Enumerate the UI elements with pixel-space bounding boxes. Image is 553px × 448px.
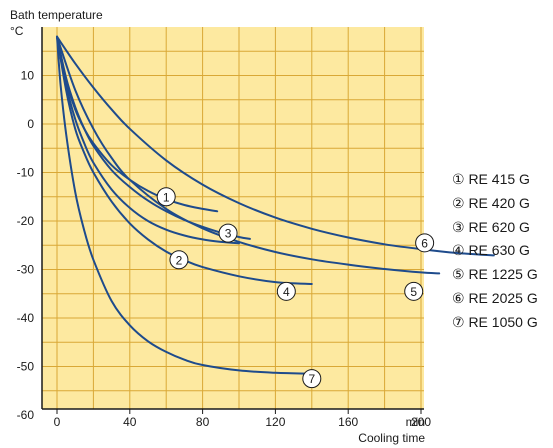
y-axis-title: Bath temperature (10, 8, 103, 22)
callout-circle (169, 250, 189, 270)
callout-circle (276, 281, 296, 301)
x-tick-label: 200 (411, 415, 431, 429)
callout-number: 2 (176, 253, 183, 267)
y-axis-unit: °C (10, 24, 24, 38)
legend-item-re-415-g: ① RE 415 G (452, 171, 530, 187)
y-tick-label: -50 (17, 360, 35, 374)
legend-item-re-620-g: ③ RE 620 G (452, 218, 530, 235)
callout-number: 3 (225, 227, 232, 241)
x-axis-unit: min (406, 415, 425, 429)
y-tick-label: -20 (17, 214, 35, 228)
series-line-re-1050-g (56, 35, 317, 375)
chart-axes: 10 0 -10 -20 -30 -40 -50 -60 0 40 80 120 160 200 (17, 27, 431, 429)
x-tick-label: 160 (338, 415, 358, 429)
chart-legend: ① RE 415 G ② RE 420 G ③ RE 620 G ④ RE 63… (452, 168, 538, 335)
y-tick-label: -60 (17, 408, 35, 422)
y-tick-label: 0 (27, 117, 34, 131)
y-tick-label: -10 (17, 166, 35, 180)
x-tick-label: 40 (123, 415, 137, 429)
callout-circle (302, 369, 322, 389)
plot-background (42, 27, 424, 409)
x-tick-label: 80 (196, 415, 210, 429)
callout-number: 7 (308, 372, 315, 386)
x-tick-label: 120 (265, 415, 285, 429)
callout-number: 6 (421, 236, 428, 250)
y-tick-label: 10 (21, 69, 35, 83)
series-line-re-2025-g (56, 35, 495, 257)
legend-item-re-420-g: ② RE 420 G (452, 194, 530, 211)
callout-circle (218, 223, 238, 243)
x-tick-label: 0 (54, 415, 61, 429)
legend-item-re-2025-g: ⑥ RE 2025 G (452, 289, 538, 306)
legend-item-re-1050-g: ⑦ RE 1050 G (452, 313, 538, 330)
callout-number: 5 (410, 285, 417, 299)
chart-grid (42, 27, 424, 409)
series-line-re-630-g (56, 35, 313, 285)
callout-number: 1 (163, 190, 170, 204)
series-line-re-420-g (56, 35, 240, 245)
series-callouts: 1 2 3 4 5 6 7 (156, 187, 435, 389)
legend-item-re-1225-g: ⑤ RE 1225 G (452, 266, 538, 283)
legend-item-re-630-g: ④ RE 630 G (452, 242, 530, 259)
x-axis-title: Cooling time (358, 431, 425, 445)
callout-circle (156, 187, 176, 207)
callout-circle (415, 233, 435, 253)
y-tick-label: -40 (17, 311, 35, 325)
callout-number: 4 (283, 285, 290, 299)
y-tick-label: -30 (17, 263, 35, 277)
callout-circle (404, 281, 424, 301)
